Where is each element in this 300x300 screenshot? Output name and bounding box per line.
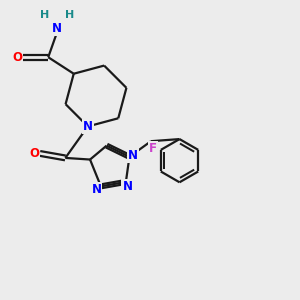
Text: O: O <box>12 51 22 64</box>
Text: H: H <box>65 10 74 20</box>
Text: N: N <box>128 149 138 162</box>
Text: N: N <box>83 120 93 133</box>
Text: N: N <box>52 22 62 35</box>
Text: O: O <box>29 147 39 160</box>
Text: N: N <box>92 183 101 196</box>
Text: N: N <box>122 180 132 193</box>
Text: H: H <box>40 10 49 20</box>
Text: F: F <box>149 142 157 155</box>
